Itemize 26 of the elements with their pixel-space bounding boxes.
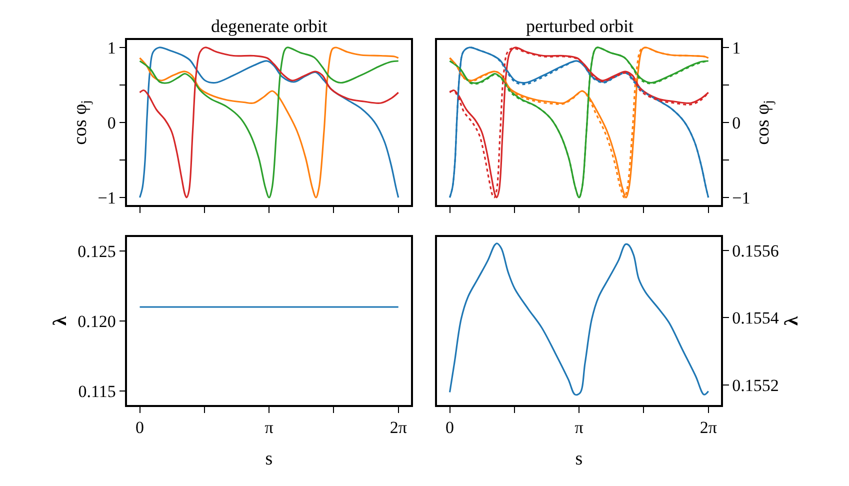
- y-tick-label: 1: [732, 38, 741, 58]
- y-tick-label: −1: [98, 188, 116, 208]
- x-axis-title: s: [265, 448, 273, 470]
- x-tick-label: 0: [136, 418, 144, 438]
- line-series: [138, 46, 400, 198]
- y-tick-label: 0: [732, 113, 741, 132]
- y-tick-label: 0.120: [78, 312, 116, 331]
- y-axis-title: λ: [782, 316, 803, 326]
- y-tick-label: −1: [732, 188, 750, 208]
- y-tick-label: 0.1552: [732, 376, 779, 395]
- y-tick-label: 0.125: [78, 242, 116, 261]
- x-axis-title: s: [575, 448, 583, 470]
- x-tick-label: π: [264, 418, 274, 438]
- y-axis-title: λ: [50, 316, 71, 326]
- x-tick-label: 2π: [700, 418, 718, 438]
- y-tick-label: 0.115: [78, 382, 116, 401]
- chart-title: degenerate orbit: [211, 16, 328, 36]
- x-tick-label: 0: [446, 418, 454, 438]
- x-tick-label: 2π: [390, 418, 408, 438]
- y-tick-label: 0: [107, 113, 116, 132]
- y-tick-label: 1: [107, 38, 116, 58]
- x-tick-label: π: [574, 418, 584, 438]
- y-tick-label: 0.1554: [732, 308, 780, 328]
- line-series: [448, 242, 710, 396]
- y-tick-label: 0.1556: [732, 241, 779, 260]
- chart-title: perturbed orbit: [526, 16, 634, 36]
